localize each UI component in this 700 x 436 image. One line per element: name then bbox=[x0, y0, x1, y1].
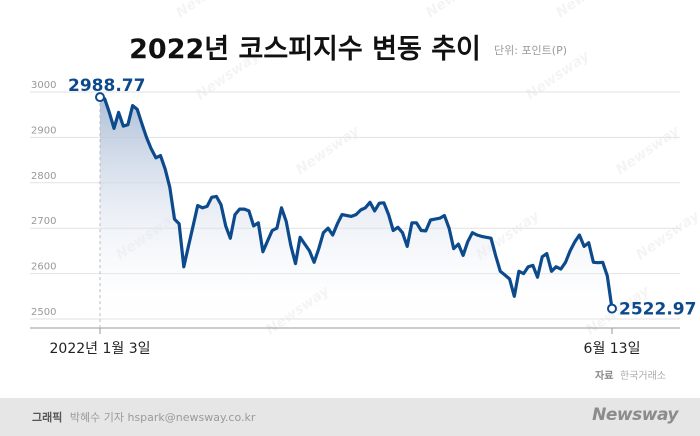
watermark: Newsway bbox=[613, 122, 683, 178]
footer-bar bbox=[0, 398, 700, 436]
y-tick-label: 2700 bbox=[31, 216, 56, 227]
series-line bbox=[98, 95, 614, 311]
x-tick-label-end: 6월 13일 bbox=[584, 341, 641, 357]
source-value: 한국거래소 bbox=[620, 370, 666, 382]
start-point-marker bbox=[95, 92, 105, 103]
start-value-label: 2988.77 bbox=[68, 76, 145, 96]
end-value-label: 2522.97 bbox=[619, 300, 696, 320]
y-tick-label: 2800 bbox=[31, 171, 56, 182]
end-point-marker bbox=[607, 303, 617, 314]
watermark: Newsway bbox=[293, 122, 363, 178]
brand-logo: Newsway bbox=[592, 405, 678, 425]
y-tick-label: 2600 bbox=[31, 262, 56, 273]
y-tick-label: 3000 bbox=[31, 80, 56, 91]
watermark: Newsway bbox=[423, 0, 493, 21]
x-tick-label-start: 2022년 1월 3일 bbox=[50, 341, 151, 357]
y-axis: 3000 2900 2800 2700 2600 2500 bbox=[31, 80, 56, 318]
unit-label: 단위: 포인트(P) bbox=[494, 44, 567, 57]
series-area bbox=[100, 97, 612, 328]
chart-title: 2022년 코스피지수 변동 추이 bbox=[129, 34, 481, 65]
source-label: 자료 bbox=[595, 369, 613, 382]
credit: 그래픽 박혜수 기자 hspark@newsway.co.kr bbox=[32, 409, 255, 425]
credit-label: 그래픽 bbox=[32, 411, 63, 424]
watermark: Newsway bbox=[553, 0, 623, 21]
y-tick-label: 2900 bbox=[31, 125, 56, 136]
credit-value: 박혜수 기자 hspark@newsway.co.kr bbox=[69, 411, 256, 424]
y-tick-label: 2500 bbox=[31, 307, 56, 318]
watermark: Newsway bbox=[633, 207, 700, 263]
watermark: Newsway bbox=[173, 0, 243, 21]
